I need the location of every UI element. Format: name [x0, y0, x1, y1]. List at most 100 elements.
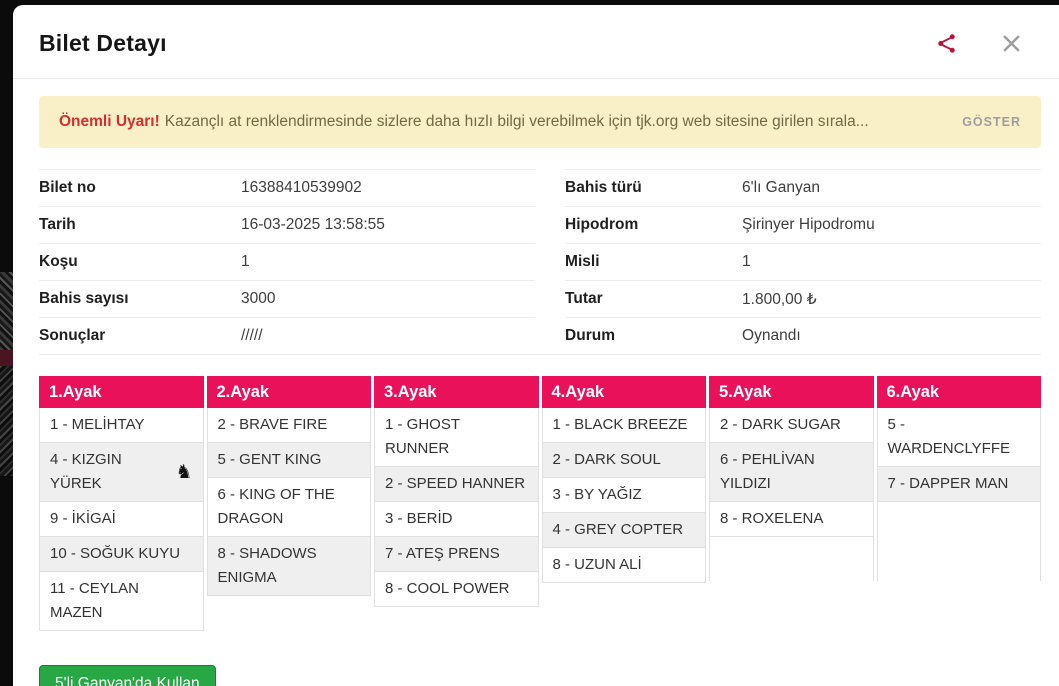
horse-cell[interactable]: 5 - WARDENCLYFFE	[877, 408, 1040, 467]
detail-row: Koşu 1	[39, 243, 536, 280]
horse-label: 8 - COOL POWER	[385, 580, 510, 597]
leg-column: 2.Ayak 2 - BRAVE FIRE 5 - GENT KING 6 - KIN…	[206, 376, 371, 631]
detail-label: Bahis türü	[565, 179, 642, 196]
detail-row: Sonuçlar /////	[39, 317, 536, 354]
warning-banner-message: Kazançlı at renklendirmesinde sizlere da…	[164, 113, 869, 130]
detail-label: Durum	[565, 327, 615, 344]
share-icon[interactable]	[935, 32, 958, 55]
leg-body: 1 - BLACK BREEZE 2 - DARK SOUL 3 - BY YAĞI…	[541, 408, 706, 583]
leg-body: 2 - BRAVE FIRE 5 - GENT KING 6 - KING OF T…	[206, 408, 371, 596]
horse-label: 3 - BY YAĞIZ	[552, 486, 642, 503]
leg-header: 1.Ayak	[39, 376, 204, 408]
detail-value: 1	[742, 253, 751, 270]
leg-header: 5.Ayak	[709, 376, 874, 408]
horse-label: 1 - BLACK BREEZE	[552, 416, 688, 433]
modal-header: Bilet Detayı	[13, 5, 1059, 79]
background-page-remnant	[0, 272, 13, 350]
detail-label: Bilet no	[39, 179, 96, 196]
leg-header: 3.Ayak	[374, 376, 539, 408]
leg-body: 1 - MELİHTAY 4 - KIZGIN YÜREK ♞ 9 - İKİGAİ 1…	[39, 408, 204, 631]
warning-banner-title: Önemli Uyarı!	[59, 113, 160, 130]
close-icon[interactable]	[1002, 34, 1021, 53]
detail-value: 1	[241, 253, 250, 270]
horse-label: 8 - UZUN ALİ	[552, 556, 642, 573]
detail-label: Tarih	[39, 216, 76, 233]
horse-cell[interactable]: 8 - UZUN ALİ	[542, 548, 705, 583]
legs-table: 1.Ayak 1 - MELİHTAY 4 - KIZGIN YÜREK ♞ 9 - İ…	[39, 376, 1041, 631]
detail-value: Şirinyer Hipodromu	[742, 216, 875, 233]
horse-cell[interactable]: 5 - GENT KING	[207, 443, 370, 478]
leg-column: 4.Ayak 1 - BLACK BREEZE 2 - DARK SOUL 3 - B…	[541, 376, 706, 631]
horse-label: 11 - CEYLAN MAZEN	[50, 580, 139, 621]
horse-cell[interactable]: 10 - SOĞUK KUYU	[40, 537, 203, 572]
detail-label: Hipodrom	[565, 216, 639, 233]
leg-body: 2 - DARK SUGAR 6 - PEHLİVAN YILDIZI 8 - RO…	[709, 408, 874, 581]
horse-cell[interactable]: 8 - SHADOWS ENIGMA	[207, 537, 370, 596]
detail-row: Hipodrom Şirinyer Hipodromu	[565, 206, 1041, 243]
detail-value: 6'lı Ganyan	[742, 179, 820, 196]
horse-label: 8 - ROXELENA	[720, 510, 824, 527]
leg-body: 1 - GHOST RUNNER 2 - SPEED HANNER 3 - BERİ…	[374, 408, 539, 607]
detail-value: 1.800,00 ₺	[742, 290, 817, 308]
leg-column: 5.Ayak 2 - DARK SUGAR 6 - PEHLİVAN YILDIZI…	[709, 376, 874, 631]
horse-cell[interactable]: 1 - BLACK BREEZE	[542, 408, 705, 443]
leg-header: 2.Ayak	[206, 376, 371, 408]
horse-label: 2 - BRAVE FIRE	[217, 416, 328, 433]
detail-row: Bahis sayısı 3000	[39, 280, 536, 317]
horse-label: 8 - SHADOWS ENIGMA	[217, 545, 317, 586]
horse-cell[interactable]: 3 - BY YAĞIZ	[542, 478, 705, 513]
background-page-remnant	[0, 366, 13, 476]
background-page-remnant	[0, 350, 13, 366]
horse-label: 6 - KING OF THE DRAGON	[217, 486, 335, 527]
leg-header: 6.Ayak	[876, 376, 1041, 408]
horse-cell[interactable]: 9 - İKİGAİ	[40, 502, 203, 537]
detail-label: Koşu	[39, 253, 78, 270]
horse-cell[interactable]: 7 - DAPPER MAN	[877, 467, 1040, 502]
horse-label: 2 - SPEED HANNER	[385, 475, 526, 492]
horse-label: 4 - KIZGIN YÜREK	[50, 451, 122, 492]
horse-cell[interactable]: 6 - PEHLİVAN YILDIZI	[710, 443, 873, 502]
horse-label: 2 - DARK SUGAR	[720, 416, 841, 433]
page-title: Bilet Detayı	[39, 30, 167, 56]
horse-cell[interactable]: 1 - GHOST RUNNER	[375, 408, 538, 467]
horse-cell[interactable]: 2 - BRAVE FIRE	[207, 408, 370, 443]
horse-label: 5 - GENT KING	[217, 451, 322, 468]
detail-value: 3000	[241, 290, 276, 307]
use-in-5li-ganyan-button[interactable]: 5'li Ganyan'da Kullan	[39, 665, 216, 686]
horse-cell[interactable]: 7 - ATEŞ PRENS	[375, 537, 538, 572]
detail-row: Misli 1	[565, 243, 1041, 280]
leg-header: 4.Ayak	[541, 376, 706, 408]
horse-label: 7 - DAPPER MAN	[887, 475, 1009, 492]
horse-label: 2 - DARK SOUL	[552, 451, 661, 468]
modal-body: Önemli Uyarı! Kazançlı at renklendirmesi…	[13, 79, 1059, 686]
horse-cell[interactable]: 6 - KING OF THE DRAGON	[207, 478, 370, 537]
detail-row: Durum Oynandı	[565, 317, 1041, 354]
leg-column: 6.Ayak 5 - WARDENCLYFFE 7 - DAPPER MAN	[876, 376, 1041, 631]
horse-cell[interactable]: 3 - BERİD	[375, 502, 538, 537]
horse-label: 9 - İKİGAİ	[50, 510, 116, 527]
horse-cell[interactable]: 8 - ROXELENA	[710, 502, 873, 537]
detail-value: /////	[241, 327, 263, 344]
details-left: Bilet no 16388410539902 Tarih 16-03-2025 13…	[39, 169, 566, 355]
detail-value: Oynandı	[742, 327, 801, 344]
horse-cell[interactable]: 11 - CEYLAN MAZEN	[40, 572, 203, 631]
horse-cell[interactable]: 8 - COOL POWER	[375, 572, 538, 607]
horse-cell[interactable]: 2 - DARK SUGAR	[710, 408, 873, 443]
detail-row: Bilet no 16388410539902	[39, 169, 536, 206]
horse-label: 10 - SOĞUK KUYU	[50, 545, 181, 562]
detail-label: Sonuçlar	[39, 327, 106, 344]
horse-cell[interactable]: 2 - DARK SOUL	[542, 443, 705, 478]
goster-button[interactable]: GÖSTER	[938, 115, 1021, 129]
horse-cell[interactable]: 2 - SPEED HANNER	[375, 467, 538, 502]
horse-label: 5 - WARDENCLYFFE	[887, 416, 1011, 457]
leg-column: 1.Ayak 1 - MELİHTAY 4 - KIZGIN YÜREK ♞ 9 - İ…	[39, 376, 204, 631]
modal-footer: 5'li Ganyan'da Kullan	[39, 665, 1041, 686]
horse-label: 4 - GREY COPTER	[552, 521, 684, 538]
detail-row: Tarih 16-03-2025 13:58:55	[39, 206, 536, 243]
horse-label: 1 - MELİHTAY	[50, 416, 145, 433]
detail-label: Bahis sayısı	[39, 290, 129, 307]
horse-cell[interactable]: 1 - MELİHTAY	[40, 408, 203, 443]
horse-cell[interactable]: 4 - GREY COPTER	[542, 513, 705, 548]
horse-cell[interactable]: 4 - KIZGIN YÜREK ♞	[40, 443, 203, 502]
leg-body: 5 - WARDENCLYFFE 7 - DAPPER MAN	[876, 408, 1041, 581]
